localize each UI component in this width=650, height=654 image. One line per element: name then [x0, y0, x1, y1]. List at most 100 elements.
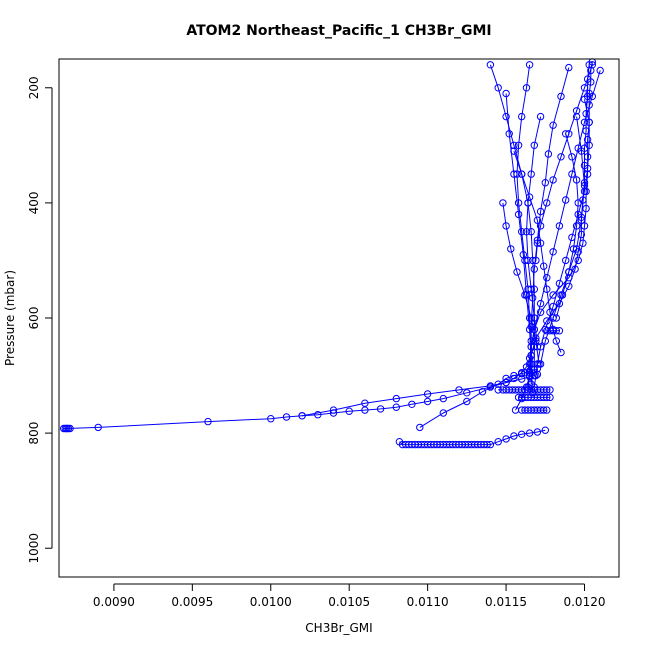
data-point: [585, 61, 593, 69]
x-tick-label: 0.0105: [328, 595, 370, 609]
series-layer: [60, 58, 604, 449]
data-point: [439, 394, 447, 403]
plot-frame: [58, 58, 620, 578]
data-point: [494, 386, 502, 394]
data-point: [532, 371, 540, 380]
data-point: [565, 268, 573, 276]
data-point: [518, 170, 526, 178]
series-line: [540, 116, 586, 365]
data-point: [408, 400, 416, 408]
series-line: [302, 373, 538, 417]
series-18: [532, 61, 596, 265]
data-point: [533, 216, 542, 224]
data-point: [549, 176, 557, 184]
y-axis: 200 400 600 800 1000: [27, 76, 53, 563]
data-point: [568, 233, 576, 242]
data-point: [574, 210, 582, 219]
series-19: [552, 130, 582, 322]
data-point: [502, 89, 510, 98]
data-point: [204, 417, 212, 426]
data-point: [541, 325, 549, 334]
data-point: [525, 325, 534, 334]
data-point: [507, 245, 515, 253]
data-point: [555, 327, 564, 335]
data-point: [565, 282, 573, 290]
data-point: [533, 428, 542, 436]
data-point: [527, 170, 535, 178]
data-point: [483, 440, 491, 449]
data-point: [574, 144, 582, 152]
data-point: [552, 327, 560, 335]
data-point: [541, 426, 549, 434]
data-point: [572, 107, 581, 115]
data-point: [536, 299, 545, 308]
data-point: [416, 423, 424, 432]
series-line: [555, 133, 579, 319]
data-point: [525, 354, 534, 362]
series-line: [489, 64, 535, 376]
data-point: [282, 413, 291, 421]
chart-title: ATOM2 Northeast_Pacific_1 CH3Br_GMI: [186, 23, 491, 39]
series-9: [63, 66, 604, 433]
data-point: [533, 360, 542, 368]
series-10: [60, 424, 74, 433]
data-point: [494, 438, 502, 446]
data-point: [557, 153, 565, 161]
data-point: [540, 406, 548, 414]
data-point: [557, 348, 565, 357]
data-point: [565, 63, 573, 72]
data-point: [541, 179, 549, 187]
data-point: [580, 84, 589, 92]
data-point: [562, 256, 570, 265]
data-point: [455, 386, 463, 394]
series-line: [515, 64, 532, 411]
series-line: [66, 70, 601, 429]
data-point: [540, 262, 548, 270]
data-point: [522, 84, 531, 92]
data-point: [552, 337, 560, 345]
data-point: [583, 164, 592, 173]
data-point: [544, 150, 553, 158]
data-point: [588, 61, 596, 69]
data-point: [585, 118, 593, 127]
series-line: [533, 99, 590, 388]
x-tick-label: 0.0090: [93, 595, 135, 609]
data-point: [518, 375, 526, 383]
data-point: [536, 112, 545, 121]
data-point: [314, 411, 322, 419]
data-point: [580, 187, 589, 196]
data-point: [486, 61, 495, 69]
data-point: [530, 383, 538, 391]
y-tick-label: 600: [27, 307, 41, 330]
data-point: [525, 367, 534, 375]
data-point: [478, 388, 487, 396]
data-point: [423, 397, 432, 406]
data-point: [518, 370, 526, 378]
data-point: [574, 256, 582, 265]
data-point: [549, 302, 557, 311]
data-point: [522, 228, 531, 236]
data-point: [557, 92, 565, 101]
series-16: [518, 406, 551, 414]
data-point: [514, 199, 523, 207]
series-13: [395, 426, 549, 449]
y-tick-label: 400: [27, 191, 41, 214]
data-point: [525, 429, 534, 437]
data-point: [518, 228, 526, 236]
data-point: [392, 394, 400, 403]
y-tick-label: 800: [27, 422, 41, 445]
data-point: [527, 228, 535, 236]
data-point: [345, 407, 353, 415]
data-point: [521, 369, 529, 377]
data-point: [502, 222, 510, 230]
series-14: [494, 386, 554, 394]
data-point: [543, 393, 551, 402]
data-point: [543, 406, 551, 414]
data-point: [499, 199, 507, 207]
data-point: [546, 386, 554, 394]
data-point: [463, 389, 471, 397]
data-point: [543, 199, 551, 207]
